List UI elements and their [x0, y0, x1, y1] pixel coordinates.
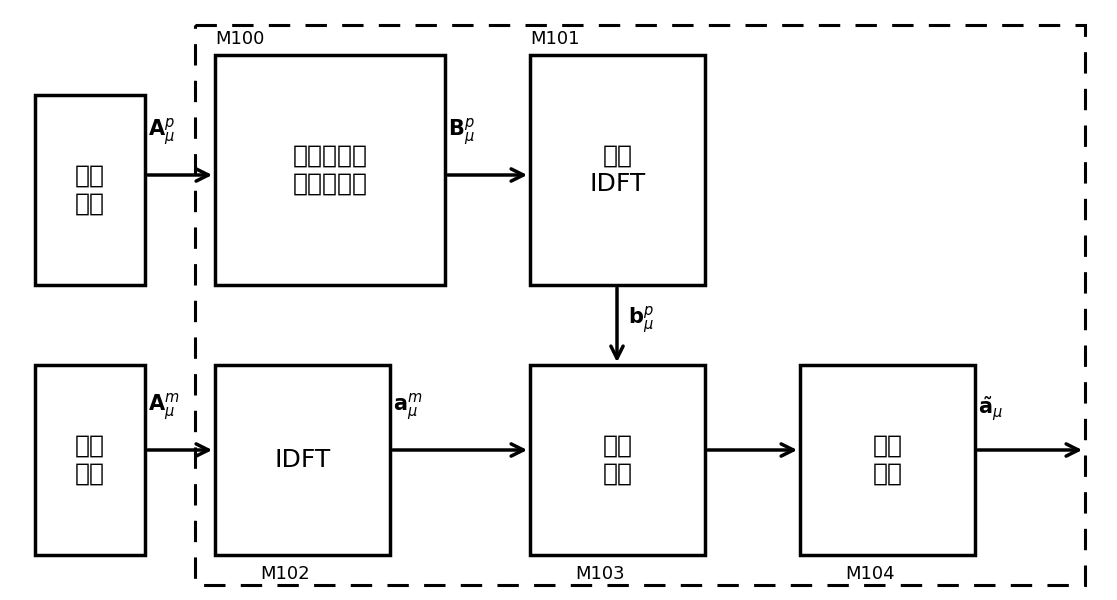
Bar — [214, 55, 445, 285]
Bar — [529, 55, 705, 285]
Text: M103: M103 — [575, 565, 624, 583]
Text: $\mathbf{a}^{m}_{\mu}$: $\mathbf{a}^{m}_{\mu}$ — [393, 392, 422, 423]
Text: 序列
选择: 序列 选择 — [872, 434, 903, 486]
Bar — [529, 365, 705, 555]
Bar — [195, 25, 1085, 585]
Text: $\mathbf{A}^{m}_{\mu}$: $\mathbf{A}^{m}_{\mu}$ — [147, 392, 180, 423]
Text: 矩阵
IDFT: 矩阵 IDFT — [590, 144, 646, 196]
Bar — [800, 365, 975, 555]
Bar — [35, 95, 145, 285]
Text: M100: M100 — [214, 30, 265, 48]
Bar — [214, 365, 390, 555]
Text: 改变导频的
极性和功率: 改变导频的 极性和功率 — [293, 144, 367, 196]
Text: $\tilde{\mathbf{a}}_{\mu}$: $\tilde{\mathbf{a}}_{\mu}$ — [978, 394, 1003, 423]
Text: IDFT: IDFT — [275, 448, 331, 472]
Text: M101: M101 — [529, 30, 580, 48]
Text: $\mathbf{b}^{p}_{\mu}$: $\mathbf{b}^{p}_{\mu}$ — [628, 304, 653, 335]
Text: 导频
序列: 导频 序列 — [75, 164, 105, 216]
Text: $\mathbf{A}^{p}_{\mu}$: $\mathbf{A}^{p}_{\mu}$ — [147, 117, 175, 148]
Text: $\mathbf{B}^{p}_{\mu}$: $\mathbf{B}^{p}_{\mu}$ — [448, 117, 475, 148]
Bar — [35, 365, 145, 555]
Text: M104: M104 — [844, 565, 895, 583]
Text: M102: M102 — [260, 565, 309, 583]
Text: 数据
序列: 数据 序列 — [75, 434, 105, 486]
Text: 加法
运算: 加法 运算 — [602, 434, 632, 486]
